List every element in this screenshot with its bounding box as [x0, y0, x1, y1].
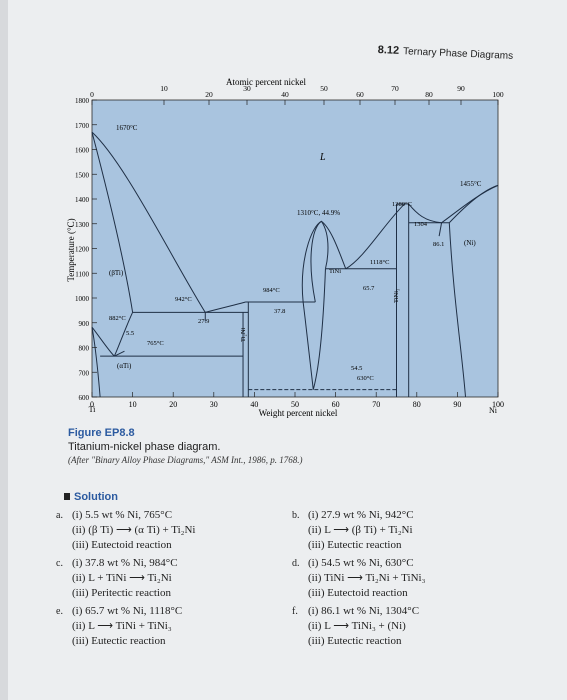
bottom-tick-label: 10 [129, 400, 137, 409]
top-tick-label: 30 [243, 84, 251, 93]
solution-part-a: a. (i) 5.5 wt % Ni, 765°C (ii) (β Ti) ⟶ … [56, 509, 196, 551]
top-tick-label: 50 [320, 84, 328, 93]
label-tini: TiNi [329, 268, 341, 275]
tini-solvus-left [302, 301, 314, 390]
label-942: 942°C [175, 296, 192, 303]
figure-source: (After "Binary Alloy Phase Diagrams," AS… [68, 455, 303, 465]
solution-part-d: d. (i) 54.5 wt % Ni, 630°C (ii) TiNi ⟶ T… [292, 557, 426, 599]
top-axis-title: Atomic percent nickel [226, 77, 306, 87]
label-liquid: L [319, 152, 326, 163]
top-tick-label: 70 [391, 84, 399, 93]
top-tick-label: 90 [457, 84, 465, 93]
bottom-tick-label: 50 [291, 400, 299, 409]
y-tick-label: 1500 [75, 171, 90, 179]
liquidus-tini3-left [345, 203, 405, 270]
top-tick-label: 80 [425, 90, 433, 99]
solution-part-b: b. (i) 27.9 wt % Ni, 942°C (ii) L ⟶ (β T… [292, 509, 414, 551]
textbook-page: 8.12 Ternary Phase Diagrams 0 10 20 30 40 50 60… [8, 0, 567, 700]
y-tick-label: 1800 [75, 97, 90, 105]
bottom-tick-label: 60 [332, 400, 340, 409]
y-axis-label: Temperature (°C) [66, 218, 76, 281]
label-86-1: 86.1 [433, 241, 444, 248]
label-congruent: 1310°C, 44.9% [297, 209, 340, 217]
leader-86-1 [438, 222, 443, 237]
y-tick-label: 1100 [75, 270, 89, 278]
label-ti-melt: 1670°C [116, 124, 138, 132]
label-ni-melt: 1455°C [460, 180, 482, 188]
top-tick-label: 40 [281, 90, 289, 99]
x-endpoint-left: Ti [89, 405, 97, 414]
solidus-ni [448, 184, 499, 224]
bottom-tick-label: 30 [210, 400, 218, 409]
bottom-tick-label: 20 [169, 400, 177, 409]
liquidus-left [91, 131, 206, 313]
bullet-square-icon [64, 493, 70, 500]
label-tini3: TiNi₃ [393, 289, 400, 303]
label-ti2ni: Ti₂Ni [240, 327, 247, 342]
label-765: 765°C [147, 340, 164, 347]
y-tick-label: 1300 [75, 221, 90, 229]
solution-part-c: c. (i) 37.8 wt % Ni, 984°C (ii) L + TiNi… [56, 557, 178, 599]
solidus-beta [91, 132, 134, 313]
y-tick-label: 900 [79, 320, 90, 328]
solution-part-e: e. (i) 65.7 wt % Ni, 1118°C (ii) L ⟶ TiN… [56, 605, 183, 647]
axis-ticks: 0 10 20 30 40 50 60 70 80 90 100010203040506070809… [75, 84, 504, 409]
figure-number: Figure EP8.8 [68, 427, 135, 439]
label-alpha-ti: (αTi) [117, 362, 132, 370]
y-tick-label: 1000 [75, 295, 90, 303]
y-tick-label: 1200 [75, 246, 90, 254]
alpha-solvus [91, 327, 101, 398]
y-tick-label: 800 [79, 345, 90, 353]
top-tick-label: 60 [356, 90, 364, 99]
ni-solvus [448, 222, 467, 398]
transus-left [91, 326, 115, 357]
label-1118: 1118°C [370, 259, 389, 266]
x-endpoint-right: Ni [489, 406, 498, 415]
label-65-7: 65.7 [363, 285, 375, 292]
figure-title: Titanium-nickel phase diagram. [68, 441, 221, 453]
plot-lines [91, 131, 499, 398]
label-1304: 1304 [414, 221, 428, 228]
bottom-tick-label: 100 [492, 400, 504, 409]
bottom-tick-label: 80 [413, 400, 421, 409]
bottom-tick-label: 0 [90, 400, 94, 409]
y-tick-label: 700 [79, 369, 90, 377]
top-tick-label: 10 [160, 84, 168, 93]
label-630: 630°C [357, 375, 374, 382]
top-tick-label: 100 [492, 90, 504, 99]
solution-heading: Solution [64, 491, 118, 503]
label-37-8: 37.8 [274, 308, 285, 315]
top-tick-label: 20 [205, 90, 213, 99]
top-tick-label: 0 [90, 90, 94, 99]
label-5-5: 5.5 [126, 330, 134, 337]
phase-diagram: 0 10 20 30 40 50 60 70 80 90 100010203040506070809… [66, 77, 504, 418]
liquidus-tini3-right [408, 203, 442, 224]
figure-caption: Figure EP8.8 Titanium-nickel phase diagr… [68, 427, 488, 465]
label-beta-ti: (βTi) [109, 269, 124, 277]
plot-area [91, 99, 499, 398]
y-tick-label: 1700 [75, 122, 90, 130]
y-tick-label: 1600 [75, 147, 90, 155]
solution-part-f: f. (i) 86.1 wt % Ni, 1304°C (ii) L ⟶ TiN… [292, 605, 420, 647]
bottom-tick-label: 90 [453, 400, 461, 409]
label-984: 984°C [263, 287, 280, 294]
bottom-tick-label: 40 [250, 400, 258, 409]
tini-solvus-right [312, 268, 326, 390]
y-tick-label: 1400 [75, 196, 90, 204]
label-27-9: 27.9 [198, 318, 209, 325]
label-882: 882°C [109, 315, 126, 322]
liquidus-mid [205, 301, 246, 313]
label-ni-phase: (Ni) [464, 239, 476, 247]
y-tick-label: 600 [79, 394, 90, 402]
leader-5-5 [114, 350, 125, 357]
x-axis-label: Weight percent nickel [259, 408, 338, 418]
tini-right [320, 220, 329, 269]
label-1380: 1380°C [392, 201, 412, 208]
label-54-5: 54.5 [351, 365, 362, 372]
transus-right [113, 312, 134, 357]
bottom-tick-label: 70 [372, 400, 380, 409]
tini-left [301, 220, 322, 303]
